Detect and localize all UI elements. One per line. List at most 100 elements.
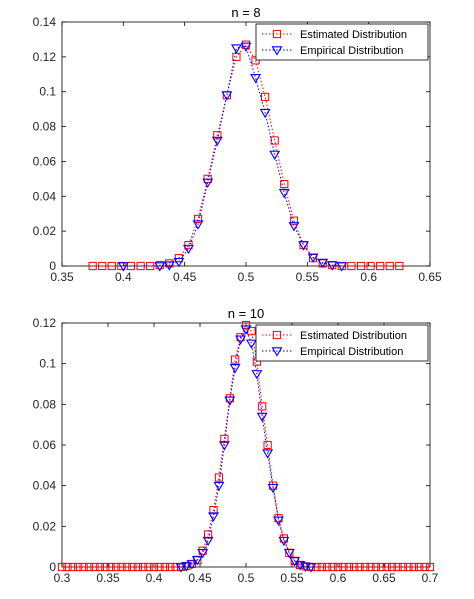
data-point (221, 91, 233, 101)
x-tick-label: 0.5 (238, 571, 255, 585)
data-point (68, 562, 77, 572)
data-point (229, 363, 241, 374)
data-point (139, 562, 148, 572)
data-point (214, 473, 224, 482)
data-point (360, 562, 370, 572)
data-point (263, 440, 272, 450)
data-point (117, 562, 126, 572)
data-point (213, 481, 225, 492)
x-tick-label: 0.55 (296, 270, 320, 284)
data-point (323, 562, 332, 572)
legend-marker (272, 29, 282, 39)
data-point (208, 512, 219, 522)
data-point (197, 549, 209, 559)
data-point (117, 262, 129, 272)
data-point (146, 261, 155, 271)
y-tick-label: 0.1 (39, 85, 56, 99)
data-point (317, 562, 326, 572)
data-point (84, 562, 94, 572)
data-point (317, 258, 329, 269)
data-point (106, 562, 115, 572)
data-point (136, 261, 145, 271)
x-tick-label: 0.6 (330, 571, 347, 585)
x-tick-label: 0.45 (173, 270, 197, 284)
x-tick-label: 0.35 (50, 270, 74, 284)
legend: Estimated Distribution Empirical Distribu… (255, 23, 429, 61)
x-tick-label: 0.4 (115, 270, 132, 284)
data-point (193, 214, 203, 224)
data-point (371, 562, 381, 572)
data-point (63, 562, 72, 572)
x-tick-label: 0.5 (238, 270, 255, 284)
data-point (259, 108, 271, 119)
x-tick-label: 0.55 (280, 571, 304, 585)
data-point (415, 562, 424, 572)
data-point (57, 562, 67, 572)
data-point (235, 335, 247, 345)
legend-box (255, 324, 429, 362)
y-tick-label: 0.14 (33, 15, 57, 29)
data-point (74, 562, 83, 572)
plot-area (61, 21, 431, 267)
legend-label: Estimated Distribution (300, 29, 407, 41)
data-point (231, 355, 240, 364)
chart-title: n = 8 (231, 5, 260, 20)
series-empirical (175, 325, 317, 573)
data-point (79, 562, 88, 572)
data-point (328, 562, 337, 572)
plot-area (61, 322, 431, 568)
y-tick-label: 0.06 (33, 438, 57, 452)
y-tick-label: 0.12 (33, 316, 57, 330)
data-point (133, 562, 142, 572)
data-point (90, 562, 99, 572)
data-point (144, 562, 153, 572)
data-point (111, 562, 121, 572)
data-point (278, 189, 290, 199)
data-point (203, 530, 213, 539)
y-tick-label: 0.02 (33, 224, 57, 238)
data-point (262, 449, 274, 459)
data-point (355, 562, 364, 572)
data-point (280, 179, 289, 189)
data-point (385, 261, 394, 271)
data-point (344, 562, 353, 572)
data-point (347, 261, 356, 271)
data-point (333, 562, 343, 572)
x-tick-label: 0.45 (188, 571, 212, 585)
data-point (166, 562, 175, 572)
y-tick-label: 0.08 (33, 397, 57, 411)
data-point (387, 562, 397, 572)
data-point (393, 562, 402, 572)
legend-marker (272, 330, 282, 340)
legend: Estimated Distribution Empirical Distribu… (255, 324, 429, 362)
data-point (288, 222, 300, 232)
data-point (356, 261, 366, 271)
data-point (395, 261, 404, 271)
data-point (256, 412, 268, 423)
data-point (240, 325, 252, 335)
y-tick-label: 0.12 (33, 50, 57, 64)
data-point (88, 261, 97, 271)
data-point (202, 536, 214, 547)
x-tick-label: 0.4 (146, 571, 163, 585)
x-tick-label: 0.65 (418, 270, 442, 284)
data-point (283, 549, 295, 559)
legend-box (255, 23, 429, 61)
data-point (122, 562, 132, 572)
data-point (278, 536, 290, 547)
data-point (251, 370, 263, 380)
chart-title: n = 10 (228, 306, 265, 321)
data-point (250, 74, 262, 84)
data-point (149, 562, 159, 572)
data-point (382, 562, 391, 572)
data-point (398, 562, 408, 572)
series-line (180, 327, 312, 568)
chart-panel-2: n = 10 0.3 0.35 0.4 0.45 0.5 0.55 0.6 0.65 0.7 0 0.… (33, 306, 439, 585)
data-point (377, 562, 386, 572)
data-point (160, 562, 169, 572)
data-point (336, 262, 348, 272)
data-point (326, 261, 338, 271)
data-point (261, 92, 270, 102)
data-point (224, 396, 236, 406)
data-point (420, 562, 429, 572)
